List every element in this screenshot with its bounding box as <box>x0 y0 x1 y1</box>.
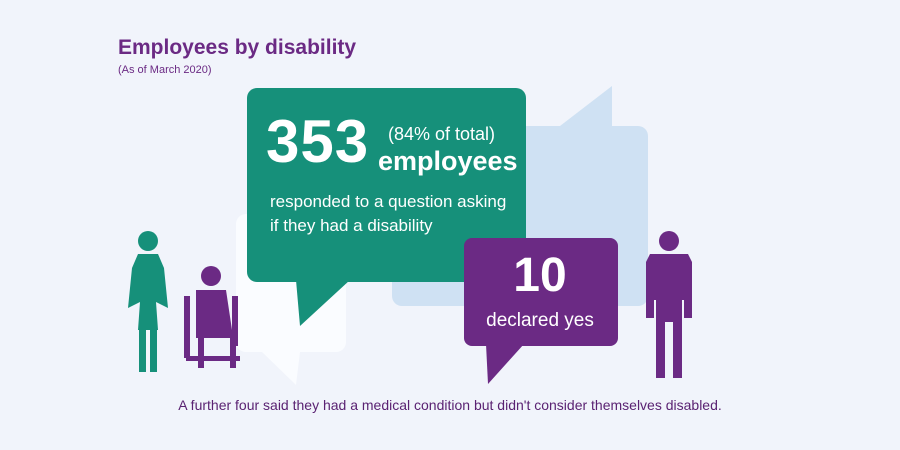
purple-bubble <box>464 238 618 384</box>
page-subtitle: (As of March 2020) <box>118 64 212 76</box>
man-figure-icon <box>646 231 692 378</box>
white-bubble-tail <box>262 352 300 385</box>
responded-unit: employees <box>378 146 518 176</box>
responded-share: (84% of total) <box>388 124 496 144</box>
green-bubble <box>247 88 526 326</box>
woman-figure-icon <box>128 231 168 372</box>
declared-label: declared yes <box>486 310 594 331</box>
footnote: A further four said they had a medical c… <box>178 397 722 413</box>
responded-description: responded to a question asking if they h… <box>270 192 507 235</box>
page-title: Employees by disability <box>118 36 357 59</box>
wheelchair-user-icon <box>184 266 240 368</box>
light-blue-bubble-tail <box>560 86 612 126</box>
responded-count: 353 <box>266 108 370 175</box>
declared-count: 10 <box>513 249 567 302</box>
